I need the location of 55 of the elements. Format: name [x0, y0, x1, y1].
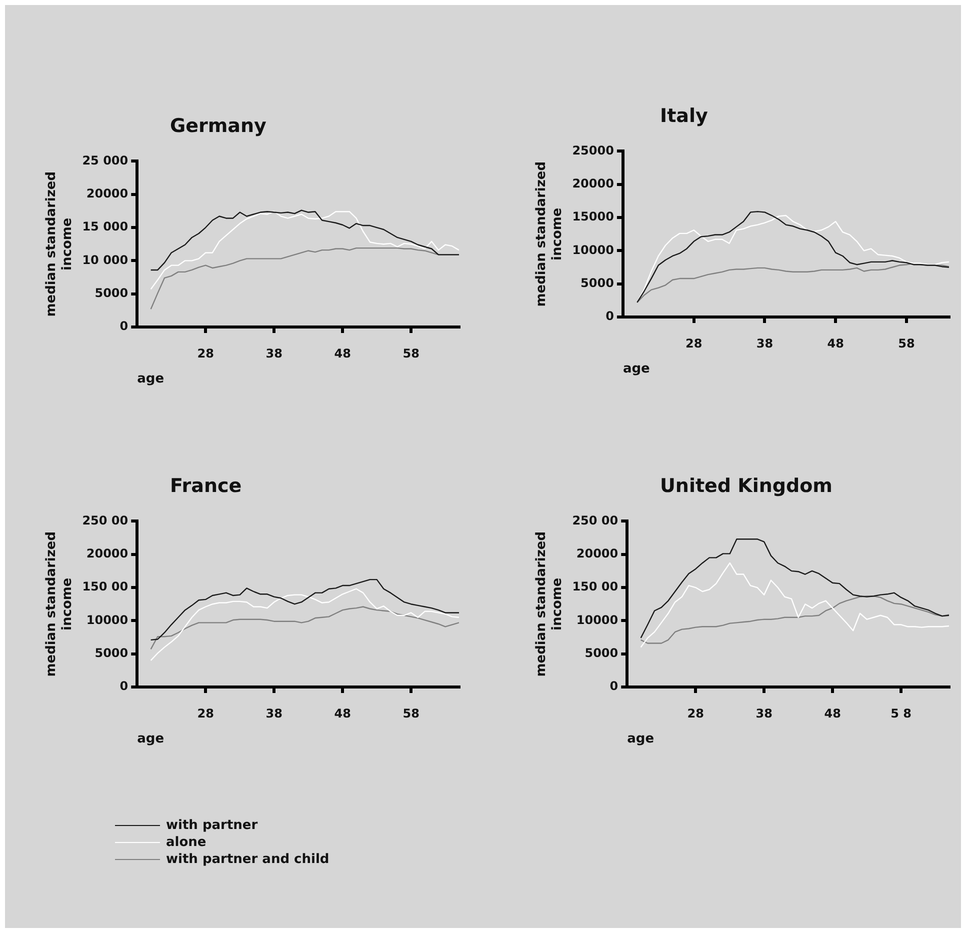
chart-title: France: [170, 475, 242, 497]
y-tick-label: 10 000: [82, 252, 128, 267]
y-tick-label: 15000: [572, 210, 614, 224]
y-tick-label: 20000: [576, 546, 618, 560]
y-tick-label: 5000: [94, 646, 128, 660]
x-tick-label: 58: [402, 346, 420, 360]
y-tick-label: 0: [610, 679, 618, 694]
chart-title: Germany: [170, 115, 266, 137]
y-tick-label: 25 000: [82, 153, 128, 168]
y-tick-label: 5000: [580, 276, 614, 290]
x-tick-label: 28: [197, 706, 214, 720]
legend-label: with partner: [166, 818, 258, 833]
legend-label: with partner and child: [166, 852, 330, 867]
x-axis-title: age: [622, 362, 650, 377]
y-tick-label: 10000: [86, 612, 128, 627]
y-axis-title: median standarized income: [44, 171, 75, 317]
x-axis-title: age: [137, 732, 164, 747]
x-tick-label: 5 8: [890, 706, 912, 720]
y-tick-label: 20000: [572, 176, 614, 190]
x-tick-label: 28: [197, 346, 214, 360]
x-tick-label: 38: [266, 346, 282, 360]
y-tick-label: 10000: [576, 612, 618, 627]
y-tick-label: 5000: [584, 646, 618, 660]
y-axis-title: median standarized income: [44, 531, 75, 677]
x-tick-label: 48: [824, 706, 841, 720]
x-tick-label: 58: [898, 336, 915, 350]
y-tick-label: 250 00: [82, 513, 128, 528]
y-axis-title: median standarized income: [534, 531, 565, 677]
x-axis-title: age: [627, 732, 654, 747]
y-tick-label: 10000: [572, 242, 614, 257]
x-tick-label: 28: [685, 336, 702, 350]
x-axis-title: age: [137, 372, 164, 387]
y-tick-label: 20000: [86, 186, 128, 200]
y-tick-label: 20000: [86, 546, 128, 560]
x-tick-label: 48: [334, 706, 351, 720]
x-tick-label: 28: [687, 706, 704, 720]
y-axis-title: median standarized income: [534, 161, 565, 307]
x-tick-label: 38: [756, 706, 772, 720]
y-tick-label: 5000: [94, 286, 128, 300]
x-tick-label: 38: [266, 706, 282, 720]
y-tick-label: 0: [120, 679, 128, 694]
y-tick-label: 25000: [572, 143, 614, 158]
chart-title: United Kingdom: [660, 475, 832, 497]
y-tick-label: 150 00: [572, 580, 618, 594]
y-tick-label: 150 00: [82, 580, 128, 594]
x-tick-label: 58: [402, 706, 420, 720]
y-tick-label: 15 000: [82, 220, 128, 234]
legend-label: alone: [166, 835, 206, 850]
chart-title: Italy: [660, 105, 708, 127]
y-tick-label: 250 00: [572, 513, 618, 528]
y-tick-label: 0: [606, 309, 614, 324]
x-tick-label: 48: [827, 336, 844, 350]
x-tick-label: 48: [334, 346, 351, 360]
x-tick-label: 38: [756, 336, 774, 350]
y-tick-label: 0: [120, 319, 128, 334]
